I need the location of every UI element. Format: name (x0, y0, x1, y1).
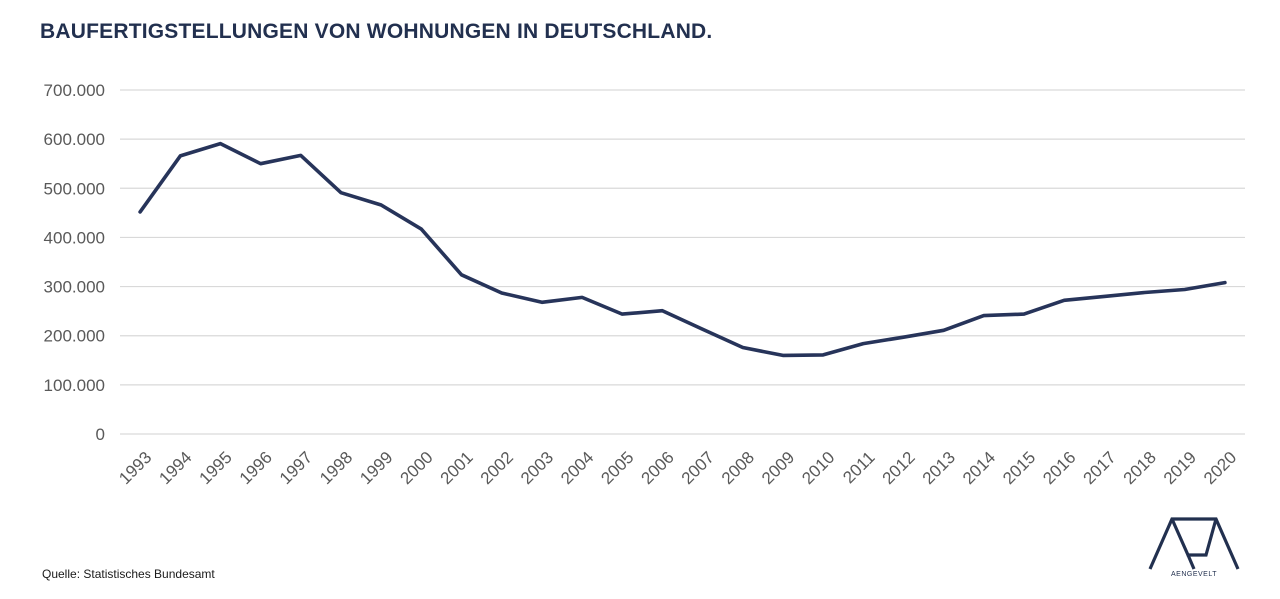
x-tick-label: 1993 (115, 448, 155, 488)
x-tick-label: 2018 (1120, 448, 1160, 488)
y-tick-label: 400.000 (44, 228, 105, 247)
x-tick-label: 1999 (356, 448, 396, 488)
x-tick-label: 2014 (959, 448, 999, 488)
source-note: Quelle: Statistisches Bundesamt (42, 567, 215, 581)
x-tick-label: 1998 (316, 448, 356, 488)
x-tick-label: 2019 (1160, 448, 1200, 488)
x-tick-label: 2020 (1200, 448, 1240, 488)
y-tick-label: 200.000 (44, 327, 105, 346)
x-tick-label: 2000 (396, 448, 436, 488)
x-axis-ticks: 1993 1994 1995 1996 1997 1998 1999 2000 2001 2002… (115, 448, 1240, 488)
x-tick-label: 2007 (678, 448, 718, 488)
y-tick-label: 300.000 (44, 278, 105, 297)
y-tick-label: 0 (96, 425, 105, 444)
y-tick-label: 700.000 (44, 81, 105, 100)
chart-title: BAUFERTIGSTELLUNGEN VON WOHNUNGEN IN DEU… (40, 20, 713, 43)
x-tick-label: 2003 (517, 448, 557, 488)
x-tick-label: 2006 (638, 448, 678, 488)
x-tick-label: 2004 (557, 448, 597, 488)
gridlines (120, 89, 1245, 435)
y-tick-label: 600.000 (44, 130, 105, 149)
x-tick-label: 2015 (999, 448, 1039, 488)
y-tick-label: 100.000 (44, 376, 105, 395)
x-tick-label: 2013 (919, 448, 959, 488)
x-tick-label: 1996 (236, 448, 276, 488)
x-tick-label: 2001 (437, 448, 477, 488)
x-tick-label: 2008 (718, 448, 758, 488)
x-tick-label: 2010 (798, 448, 838, 488)
x-tick-label: 2012 (879, 448, 919, 488)
x-tick-label: 1995 (196, 448, 236, 488)
x-tick-label: 2016 (1039, 448, 1079, 488)
logo-text: AENGEVELT (1171, 571, 1217, 578)
y-tick-label: 500.000 (44, 179, 105, 198)
x-tick-label: 2005 (597, 448, 637, 488)
x-tick-label: 1994 (155, 448, 195, 488)
aengevelt-logo-icon (1148, 517, 1240, 570)
x-tick-label: 2009 (758, 448, 798, 488)
y-axis-ticks: 0 100.000 200.000 300.000 400.000 500.000 600.… (44, 81, 105, 444)
x-tick-label: 2011 (839, 448, 878, 487)
series-layer (138, 141, 1227, 358)
x-tick-label: 2017 (1080, 448, 1120, 488)
series-line (138, 141, 1227, 358)
x-tick-label: 1997 (276, 448, 316, 488)
x-tick-label: 2002 (477, 448, 517, 488)
